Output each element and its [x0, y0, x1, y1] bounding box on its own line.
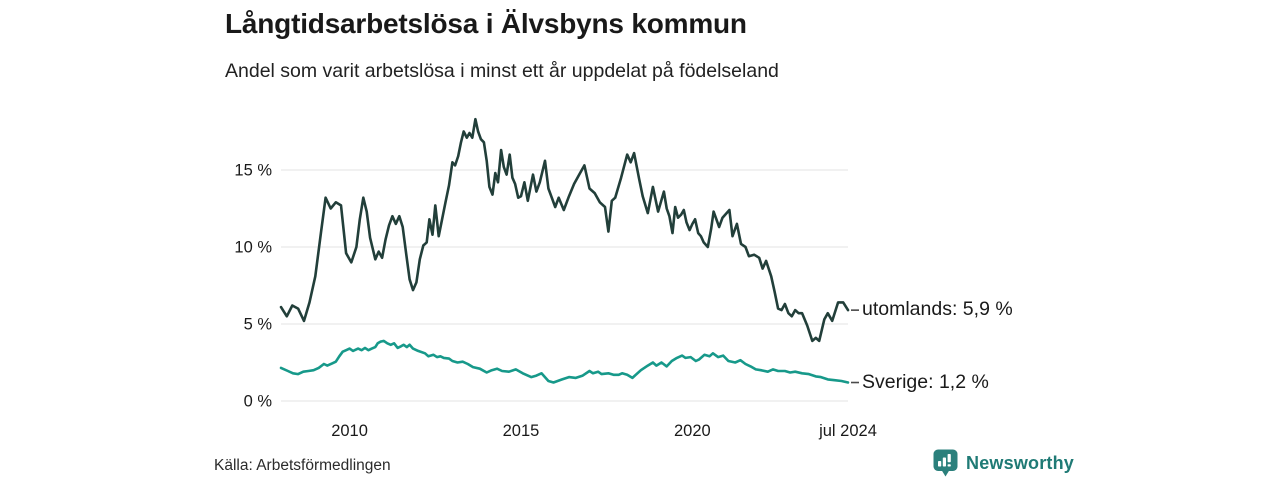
x-axis-tick-label: jul 2024	[818, 422, 877, 440]
series-line-utomlands	[279, 117, 850, 343]
chart-subtitle: Andel som varit arbetslösa i minst ett å…	[225, 60, 779, 82]
source-note: Källa: Arbetsförmedlingen	[214, 457, 391, 474]
series-end-label-sverige: Sverige: 1,2 %	[862, 371, 989, 393]
y-axis-tick-label: 10 %	[234, 239, 272, 257]
series-line-Sverige	[279, 339, 850, 384]
x-axis-tick-label: 2010	[331, 422, 368, 440]
y-axis-tick-label: 0 %	[244, 393, 273, 411]
newsworthy-brand-name: Newsworthy	[966, 452, 1075, 473]
series-end-label-utomlands: utomlands: 5,9 %	[862, 298, 1013, 320]
chart-title: Långtidsarbetslösa i Älvsbyns kommun	[225, 8, 747, 39]
y-axis-tick-label: 5 %	[244, 316, 273, 334]
x-axis-tick-label: 2020	[674, 422, 711, 440]
newsworthy-brand: Newsworthy	[933, 449, 1074, 477]
x-axis-tick-label: 2015	[503, 422, 540, 440]
newsworthy-logo-icon	[933, 449, 958, 477]
y-axis-tick-label: 15 %	[234, 162, 272, 180]
